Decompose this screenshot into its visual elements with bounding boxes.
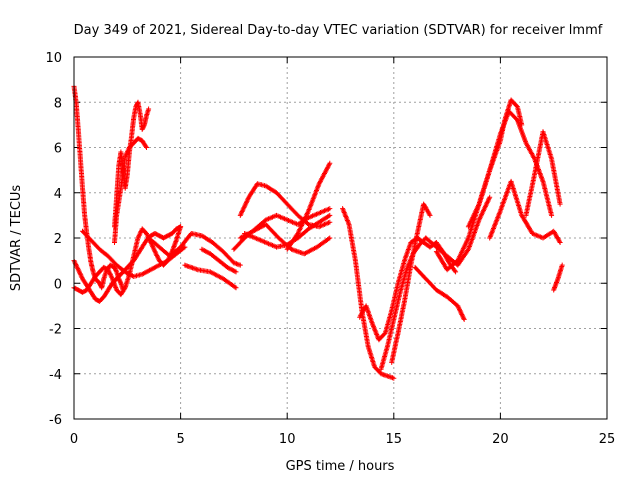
- x-tick-label: 25: [599, 432, 616, 447]
- y-tick-label: -2: [49, 323, 62, 338]
- data-points: [71, 83, 565, 381]
- y-tick-label: 2: [54, 232, 62, 247]
- y-tick-label: -4: [49, 368, 62, 383]
- x-tick-label: 15: [386, 432, 403, 447]
- data-series-f: [112, 135, 149, 245]
- plot-frame: [73, 56, 608, 420]
- y-tick-label: 4: [54, 187, 62, 202]
- data-series-w: [487, 178, 563, 245]
- data-series-y: [551, 262, 565, 293]
- data-series-i: [199, 246, 239, 275]
- x-tick-labels: 0 5 10 15 20 25: [70, 432, 615, 447]
- data-series-r: [389, 201, 433, 365]
- y-tick-label: 8: [54, 96, 62, 111]
- y-tick-label: 0: [54, 277, 62, 292]
- x-tick-label: 10: [279, 432, 296, 447]
- x-tick-label: 5: [176, 432, 184, 447]
- chart-title: Day 349 of 2021, Sidereal Day-to-day VTE…: [74, 23, 603, 38]
- y-tick-label: 6: [54, 142, 62, 157]
- data-series-h: [182, 262, 239, 291]
- data-series-x: [523, 129, 563, 218]
- data-series-o: [340, 206, 397, 381]
- data-series-s: [412, 264, 467, 322]
- y-tick-labels: -6 -4 -2 0 2 4 6 8 10: [45, 51, 62, 428]
- data-series-n: [284, 160, 333, 252]
- y-tick-label: 10: [45, 51, 62, 66]
- x-tick-label: 20: [492, 432, 509, 447]
- y-tick-label: -6: [49, 413, 62, 428]
- x-axis-label: GPS time / hours: [286, 459, 395, 474]
- data-series-g: [146, 231, 243, 268]
- grid-lines: [73, 56, 608, 420]
- x-tick-label: 0: [70, 432, 78, 447]
- data-series-d: [80, 228, 188, 279]
- y-axis-label: SDTVAR / TECUs: [9, 185, 24, 292]
